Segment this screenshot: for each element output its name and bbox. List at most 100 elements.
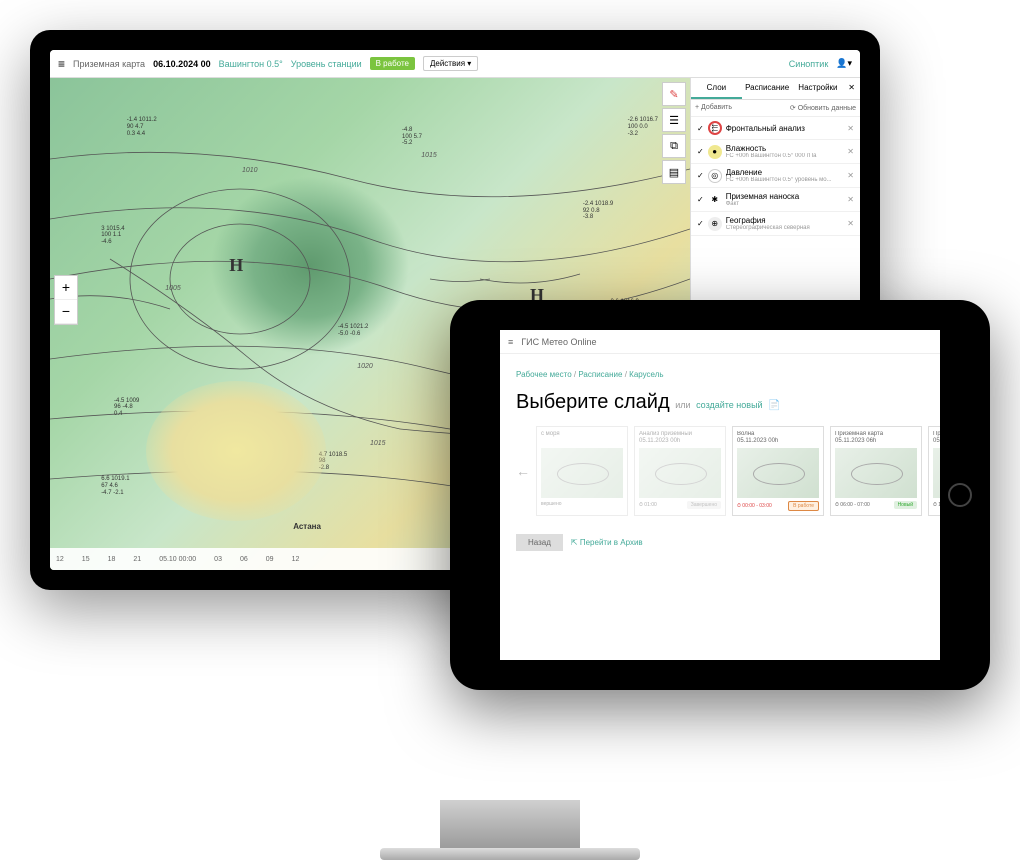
station-data: -2.4 1018.992 0.8-3.8 (583, 201, 613, 221)
card-thumbnail (541, 448, 623, 498)
zoom-out-button[interactable]: − (55, 300, 77, 324)
card-status-badge: Завершено (687, 501, 721, 509)
timeline-tick: 12 (292, 556, 300, 563)
station-data: 4.7 1018.598-2.8 (319, 452, 347, 472)
status-badge: В работе (370, 57, 415, 70)
station-data: 3 1015.4100 1.1-4.6 (101, 226, 124, 246)
card-time: ⏱ 06:00 - 07:00 (835, 502, 870, 508)
station-data: -1.4 1011.290 4.70.3 4.4 (127, 117, 157, 137)
layer-remove-icon[interactable]: ✕ (847, 219, 854, 228)
station-data: -2.6 1016.7100 0.0-3.2 (628, 117, 658, 137)
layer-remove-icon[interactable]: ✕ (847, 147, 854, 156)
layer-subtitle: Стереографическая северная (726, 225, 844, 231)
layer-icon: ● (708, 145, 722, 159)
back-button[interactable]: Назад (516, 534, 563, 551)
layer-checkbox[interactable]: ✓ (697, 171, 704, 180)
layer-icon: ◎ (708, 169, 722, 183)
layer-subtitle: FC +00h Вашингтон 0.5° уровень мо... (726, 177, 844, 183)
layer-icon: ⊕ (708, 217, 722, 231)
draw-tool-icon[interactable]: ✎ (662, 82, 686, 106)
copy-tool-icon[interactable]: ⧉ (662, 134, 686, 158)
crumb-schedule[interactable]: Расписание (578, 370, 622, 379)
map-level[interactable]: Уровень станции (291, 59, 362, 69)
menu-icon[interactable]: ≡ (508, 337, 513, 347)
timeline-tick: 05.10 00:00 (159, 556, 196, 563)
actions-dropdown[interactable]: Действия ▾ (423, 56, 478, 71)
card-title: с моря (541, 431, 623, 445)
slide-card[interactable]: Волна05.11.2023 00h ⏱ 00:00 - 03:00В раб… (732, 426, 824, 516)
topbar: ≡ Приземная карта 06.10.2024 00 Вашингто… (50, 50, 860, 78)
card-thumbnail (933, 448, 940, 498)
card-time: ⏱ 00:00 - 03:00 (737, 503, 772, 509)
timeline-tick: 12 (56, 556, 64, 563)
map-location[interactable]: Вашингтон 0.5° (219, 59, 283, 69)
zoom-in-button[interactable]: + (55, 276, 77, 300)
layer-name: Влажность (726, 144, 844, 153)
city-label: Астана (293, 522, 321, 531)
isobar-label: 1020 (357, 363, 373, 370)
layer-icon: ✱ (708, 193, 722, 207)
card-time: ⏱ 01:00 (639, 502, 657, 508)
timeline-tick: 18 (108, 556, 116, 563)
layer-item[interactable]: ✓ ⊕ ГеографияСтереографическая северная … (691, 212, 860, 236)
slide-card[interactable]: с моря вершено (536, 426, 628, 516)
card-thumbnail (835, 448, 917, 498)
layer-item[interactable]: ✓ ✱ Приземная наноскаФакт ✕ (691, 188, 860, 212)
tablet-screen: ≡ ГИС Метео Online Рабочее место / Распи… (500, 330, 940, 660)
create-new-link[interactable]: создайте новый (696, 400, 763, 410)
layer-item[interactable]: ✓ ◎ ДавлениеFC +00h Вашингтон 0.5° урове… (691, 164, 860, 188)
layer-item[interactable]: ✓ ● ВлажностьFC +00h Вашингтон 0.5° 000 … (691, 140, 860, 164)
crumb-carousel[interactable]: Карусель (629, 370, 663, 379)
archive-link[interactable]: ⇱ Перейти в Архив (571, 538, 643, 547)
tab-layers[interactable]: Слои (691, 78, 742, 99)
card-title: Приземная карта05.11.2023 12h (933, 431, 940, 445)
station-data: -4.8100 5.7-5.2 (402, 127, 422, 147)
grid-tool-icon[interactable]: ▤ (662, 160, 686, 184)
refresh-button[interactable]: ⟳ Обновить данные (790, 104, 856, 112)
card-time: вершено (541, 501, 562, 507)
card-title: Анализ приземный05.11.2023 00h (639, 431, 721, 445)
card-status-badge: Новый (894, 501, 917, 509)
layer-remove-icon[interactable]: ✕ (847, 124, 854, 133)
map-toolbar: ✎ ☰ ⧉ ▤ (662, 82, 686, 184)
layer-item[interactable]: ✓ ⬱ Фронтальный анализ ✕ (691, 117, 860, 140)
card-time: ⏱ 12:00 - 13:00 (933, 502, 940, 508)
add-layer-button[interactable]: + Добавить (695, 104, 732, 112)
tab-schedule[interactable]: Расписание (742, 78, 793, 99)
map-title: Приземная карта (73, 59, 145, 69)
layer-icon: ⬱ (708, 121, 722, 135)
layer-checkbox[interactable]: ✓ (697, 219, 704, 228)
layer-checkbox[interactable]: ✓ (697, 124, 704, 133)
tablet-topbar: ≡ ГИС Метео Online (500, 330, 940, 354)
layers-tool-icon[interactable]: ☰ (662, 108, 686, 132)
monitor-stand (440, 800, 580, 850)
layer-name: Фронтальный анализ (726, 124, 844, 133)
crumb-workspace[interactable]: Рабочее место (516, 370, 572, 379)
card-thumbnail (639, 448, 721, 498)
menu-icon[interactable]: ≡ (58, 57, 65, 71)
tablet-home-button[interactable] (948, 483, 972, 507)
layer-remove-icon[interactable]: ✕ (847, 195, 854, 204)
station-data: -4.5 1021.2-5.0 -0.6 (338, 324, 368, 337)
carousel-prev-button[interactable]: ← (516, 426, 530, 516)
map-date: 06.10.2024 00 (153, 59, 211, 69)
slide-card[interactable]: Приземная карта05.11.2023 06h ⏱ 06:00 - … (830, 426, 922, 516)
slide-card[interactable]: Приземная карта05.11.2023 12h ⏱ 12:00 - … (928, 426, 940, 516)
timeline-tick: 21 (133, 556, 141, 563)
pressure-high-marker: H (229, 255, 243, 276)
close-icon[interactable]: ✕ (843, 78, 860, 99)
layer-checkbox[interactable]: ✓ (697, 195, 704, 204)
user-role[interactable]: Синоптик (789, 59, 828, 69)
timeline-tick: 03 (214, 556, 222, 563)
user-icon[interactable]: 👤▾ (836, 58, 852, 69)
layer-name: Приземная наноска (726, 192, 844, 201)
layer-checkbox[interactable]: ✓ (697, 147, 704, 156)
layer-remove-icon[interactable]: ✕ (847, 171, 854, 180)
slide-card[interactable]: Анализ приземный05.11.2023 00h ⏱ 01:00 За… (634, 426, 726, 516)
tab-settings[interactable]: Настройки (793, 78, 844, 99)
layer-subtitle: Факт (726, 201, 844, 207)
card-thumbnail (737, 448, 819, 498)
station-data: 6.6 1019.167 4.6-4.7 -2.1 (101, 476, 129, 496)
station-data: -4.5 100996 -4.80.4 (114, 398, 139, 418)
layer-name: Давление (726, 168, 844, 177)
